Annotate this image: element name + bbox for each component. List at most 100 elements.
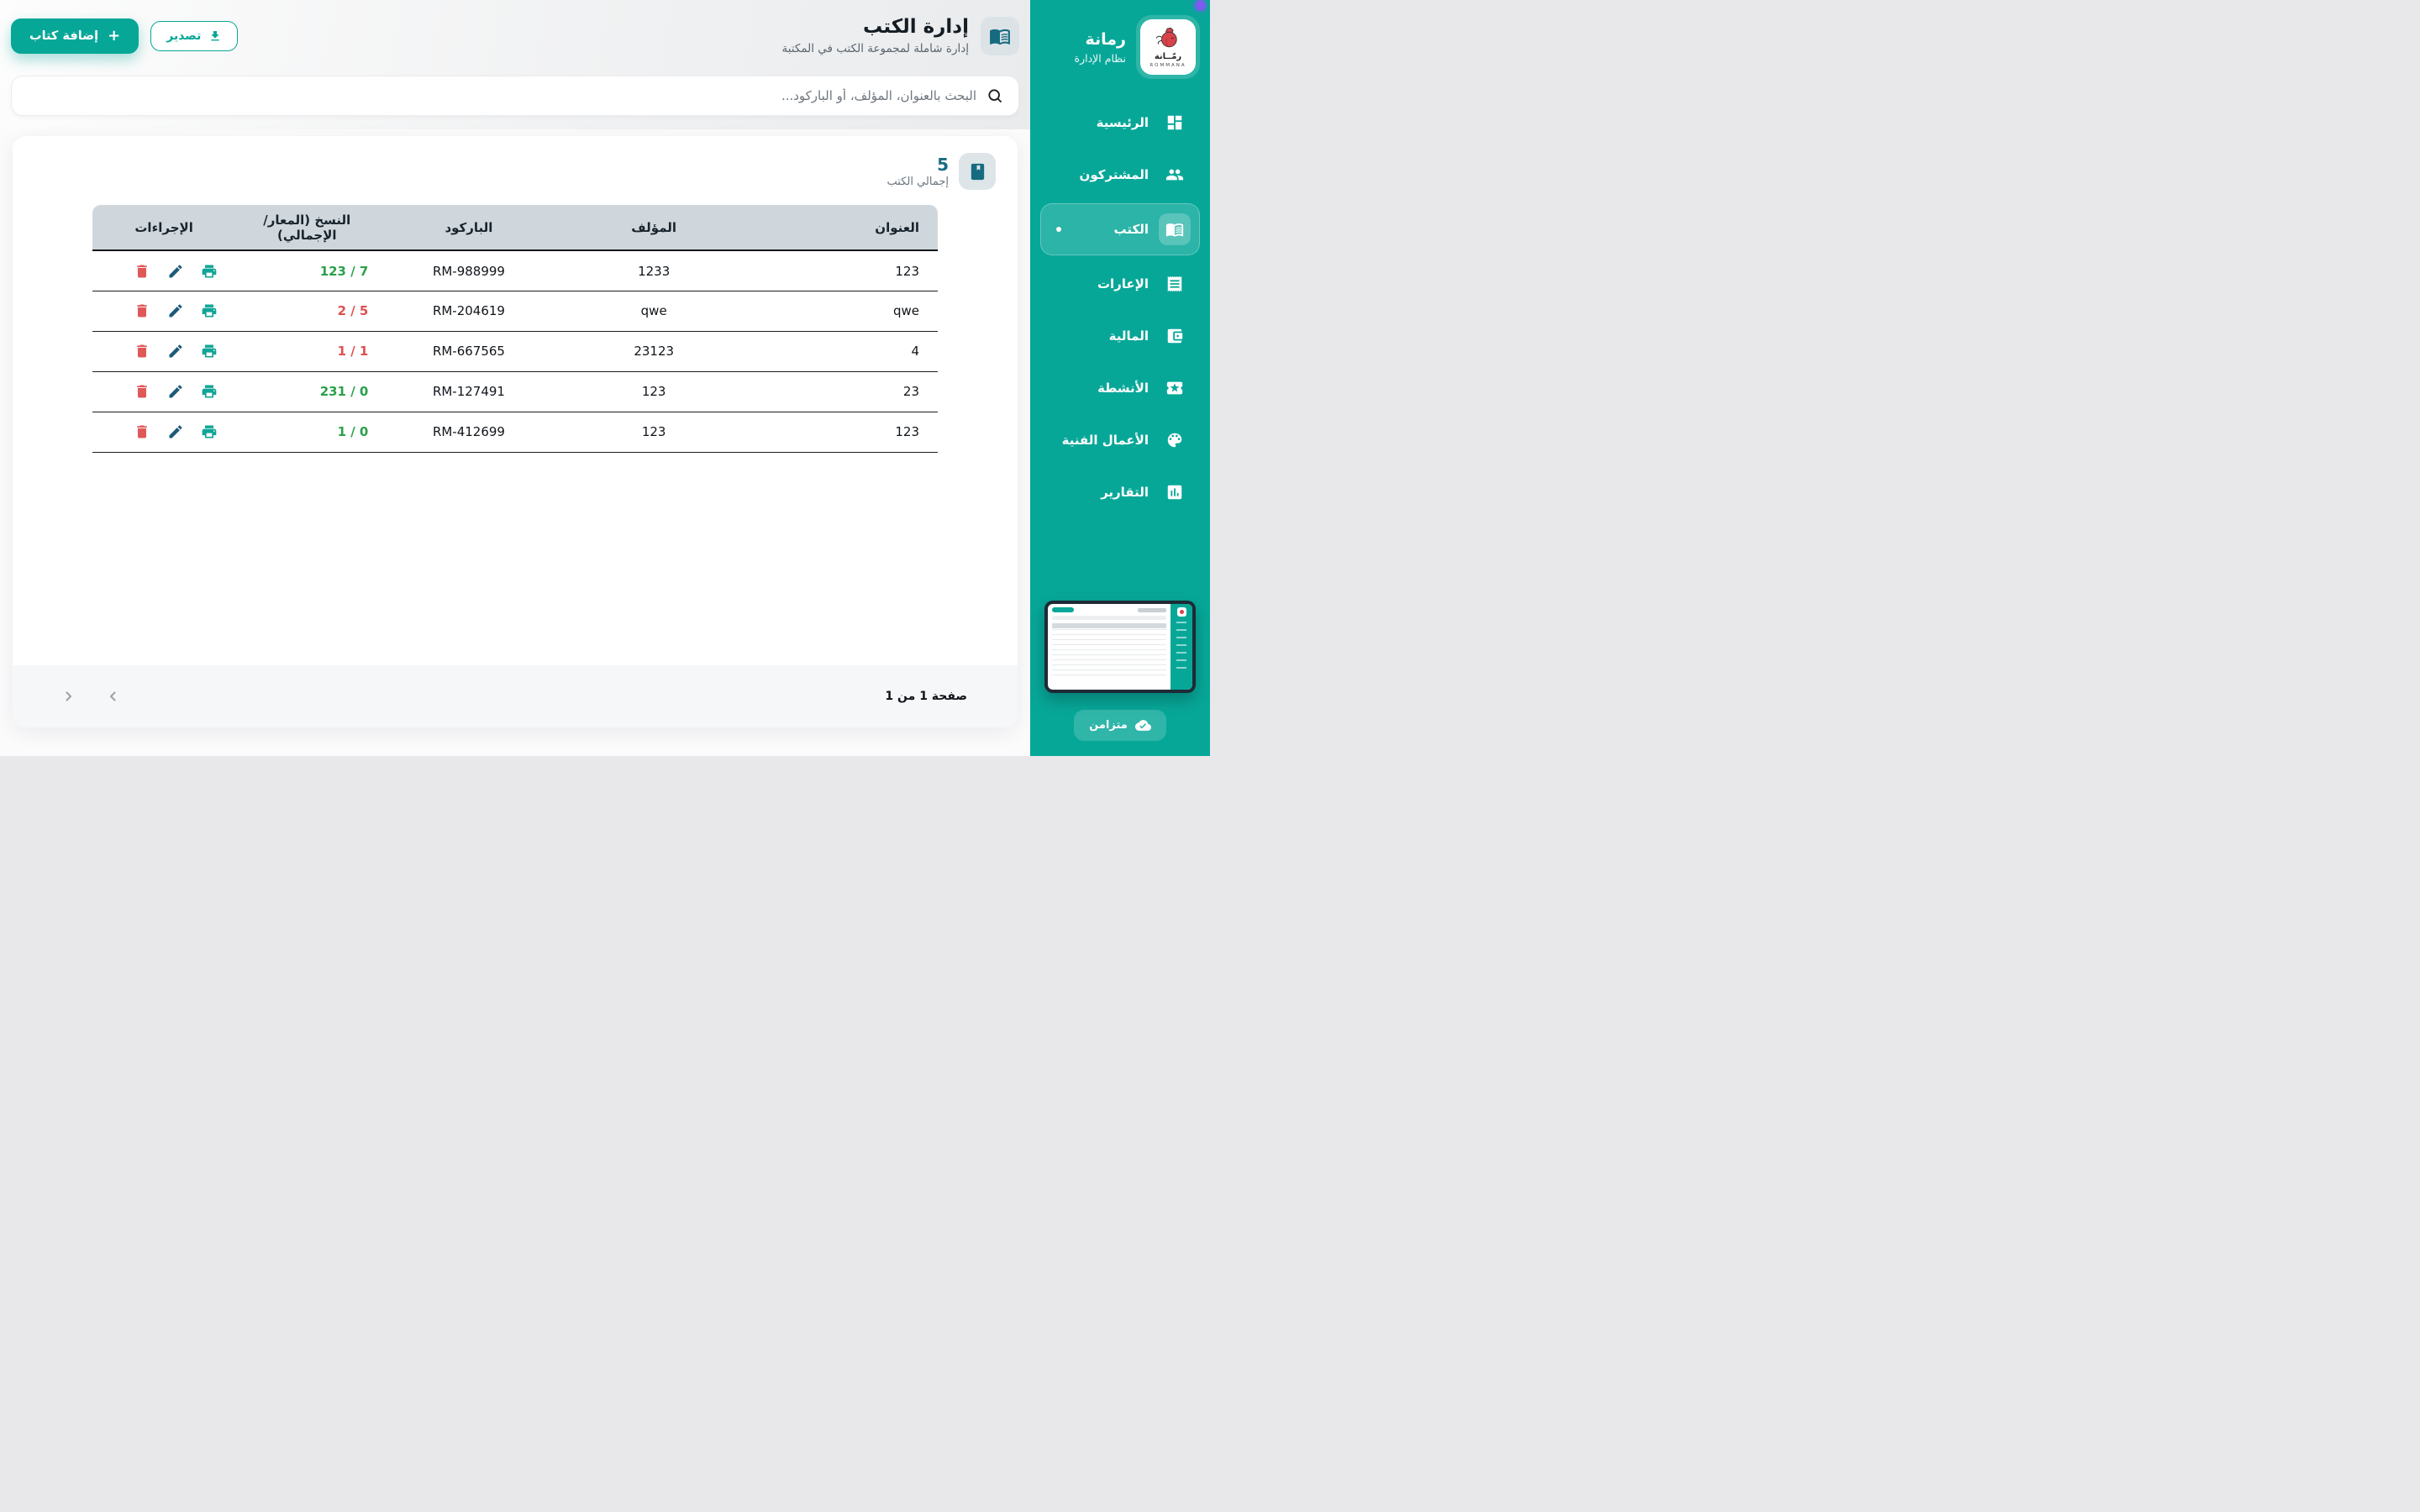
sidebar-nav: الرئيسية المشتركون الكتب الإعارات [1030, 99, 1210, 516]
trash-icon [137, 344, 147, 358]
books-page-icon [981, 17, 1019, 56]
people-icon [1159, 159, 1191, 191]
table-row: 23 123 RM-127491 231 / 0 [92, 371, 938, 412]
edit-book-button[interactable] [165, 421, 187, 443]
app-preview-thumbnail [1044, 601, 1196, 693]
book-barcode-cell: RM-412699 [378, 412, 560, 453]
print-barcode-button[interactable] [198, 300, 220, 322]
sidebar-item-label: الكتب [1113, 222, 1150, 237]
sidebar-item-label: الأعمال الفنية [1061, 433, 1149, 448]
page-title-group: إدارة الكتب إدارة شاملة لمجموعة الكتب في… [782, 16, 1019, 56]
print-barcode-button[interactable] [198, 340, 220, 362]
sidebar-item-loans[interactable]: الإعارات [1040, 260, 1200, 307]
add-book-button[interactable]: + إضافة كتاب [11, 18, 139, 55]
book-barcode-cell: RM-667565 [378, 331, 560, 372]
edit-book-button[interactable] [165, 381, 187, 402]
sidebar-item-activities[interactable]: الأنشطة [1040, 365, 1200, 412]
brand-subtitle: نظام الإدارة [1074, 51, 1126, 65]
printer-icon [202, 265, 217, 278]
preview-mini-search [1052, 616, 1166, 620]
stats-row: 5 إجمالي الكتب [13, 136, 1018, 200]
trash-icon [137, 265, 147, 278]
logo-container: رمّــانة ROMMANA [1136, 15, 1200, 79]
book-actions-cell [92, 291, 236, 332]
book-actions-cell [92, 412, 236, 453]
sidebar-item-reports[interactable]: التقارير [1040, 469, 1200, 516]
book-title-cell: 4 [748, 331, 938, 372]
prev-page-button[interactable] [98, 681, 129, 711]
delete-book-button[interactable] [131, 421, 153, 443]
plus-icon: + [108, 27, 121, 45]
print-barcode-button[interactable] [198, 260, 220, 282]
search-input[interactable] [27, 88, 976, 104]
delete-book-button[interactable] [131, 300, 153, 322]
total-books-label: إجمالي الكتب [886, 175, 950, 188]
preview-mini-button [1052, 607, 1074, 612]
column-author: المؤلف [559, 205, 749, 252]
sidebar-item-books[interactable]: الكتب [1040, 203, 1200, 255]
book-barcode-cell: RM-127491 [378, 371, 560, 412]
active-indicator-dot [1056, 227, 1061, 232]
book-author-cell: 123 [559, 371, 749, 412]
sidebar-item-label: الرئيسية [1096, 115, 1149, 130]
search-bar [11, 76, 1019, 117]
table-row: 123 1233 RM-988999 123 / 7 [92, 250, 938, 291]
column-copies: النسخ (المعار/الإجمالي) [235, 205, 379, 252]
book-actions-cell [92, 371, 236, 412]
chevron-left-icon [109, 691, 116, 701]
search-icon [988, 89, 1002, 103]
edit-book-button[interactable] [165, 260, 187, 282]
book-barcode-cell: RM-204619 [378, 291, 560, 332]
preview-mini-title [1138, 607, 1166, 612]
book-title-cell: 23 [748, 371, 938, 412]
export-button[interactable]: تصدير [150, 21, 239, 52]
sidebar-item-finance[interactable]: المالية [1040, 312, 1200, 360]
pencil-icon [169, 304, 182, 318]
book-author-cell: 123 [559, 412, 749, 453]
book-copies-cell: 1 / 0 [235, 412, 379, 453]
chevron-right-icon [66, 691, 72, 701]
print-barcode-button[interactable] [198, 381, 220, 402]
page-info: صفحة 1 من 1 [885, 690, 967, 704]
delete-book-button[interactable] [131, 260, 153, 282]
sidebar-item-label: المشتركون [1079, 167, 1149, 182]
recording-indicator-dot [1195, 0, 1206, 11]
book-actions-cell [92, 250, 236, 291]
sidebar-item-artworks[interactable]: الأعمال الفنية [1040, 417, 1200, 464]
edit-book-button[interactable] [165, 340, 187, 362]
total-books-value: 5 [937, 154, 949, 175]
delete-book-button[interactable] [131, 381, 153, 402]
sidebar-item-subscribers[interactable]: المشتركون [1040, 151, 1200, 198]
rommana-logo: رمّــانة ROMMANA [1140, 19, 1196, 75]
delete-book-button[interactable] [131, 340, 153, 362]
logo-latin-text: ROMMANA [1150, 62, 1186, 68]
pencil-icon [169, 425, 182, 438]
sidebar-item-home[interactable]: الرئيسية [1040, 99, 1200, 146]
preview-mini-nav [1176, 622, 1186, 674]
table-header-row: العنوان المؤلف الباركود النسخ (المعار/ال… [92, 205, 938, 252]
books-table-wrap: العنوان المؤلف الباركود النسخ (المعار/ال… [13, 200, 1018, 453]
table-row: 4 23123 RM-667565 1 / 1 [92, 331, 938, 372]
trash-icon [137, 385, 147, 398]
preview-mini-table-header [1052, 623, 1166, 628]
page-header-zone: إدارة الكتب إدارة شاملة لمجموعة الكتب في… [0, 0, 1030, 130]
printer-icon [202, 304, 217, 318]
book-copies-cell: 231 / 0 [235, 371, 379, 412]
sidebar-item-label: التقارير [1101, 485, 1149, 500]
preview-mini-main [1048, 604, 1171, 690]
book-title-cell: 123 [748, 412, 938, 453]
book-icon [1159, 213, 1191, 245]
edit-book-button[interactable] [165, 300, 187, 322]
next-page-button[interactable] [53, 681, 83, 711]
book-author-cell: qwe [559, 291, 749, 332]
book-author-cell: 23123 [559, 331, 749, 372]
sidebar-item-label: الإعارات [1097, 276, 1149, 291]
brand: رمّــانة ROMMANA رمانة نظام الإدارة [1030, 0, 1210, 99]
download-icon [211, 31, 220, 41]
book-copies-cell: 123 / 7 [235, 250, 379, 291]
print-barcode-button[interactable] [198, 421, 220, 443]
books-table-body: 123 1233 RM-988999 123 / 7 qwe qwe RM-20… [92, 250, 938, 453]
pomegranate-icon [1155, 27, 1177, 47]
book-copies-cell: 1 / 1 [235, 331, 379, 372]
book-actions-cell [92, 331, 236, 372]
